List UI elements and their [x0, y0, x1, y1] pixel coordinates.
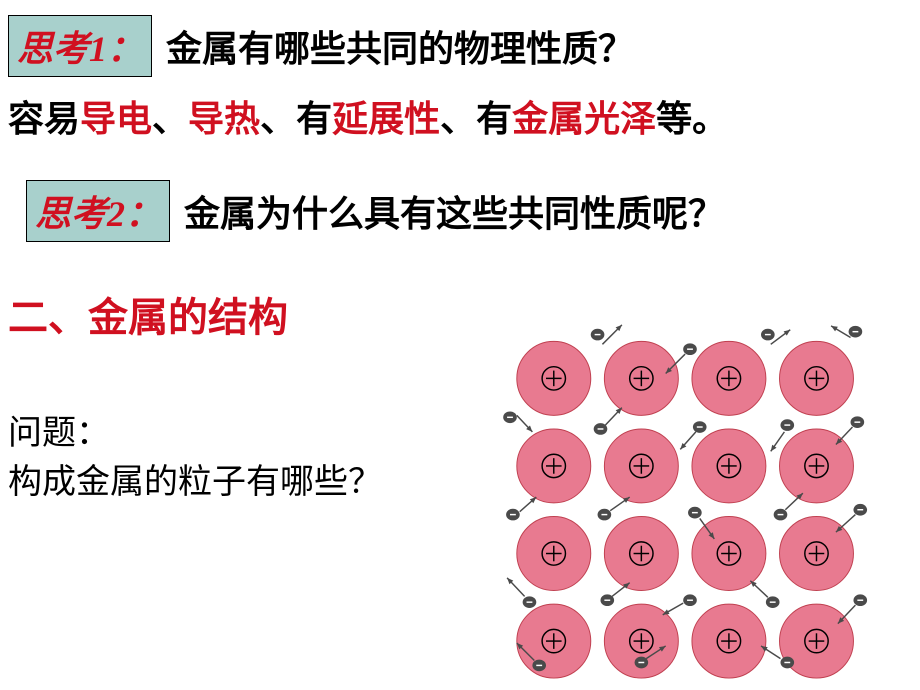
answer-p8: 金属光泽	[512, 99, 656, 139]
answer-p4: 导热	[188, 99, 260, 139]
answer-line: 容易导电、导热、有延展性、有金属光泽等。	[8, 90, 728, 142]
answer-p9: 等。	[656, 99, 728, 139]
problem-label: 问题：	[8, 405, 382, 454]
question2-text: 金属为什么具有这些共同性质呢？	[184, 185, 724, 237]
answer-p3: 、	[152, 99, 188, 139]
think1-row: 思考1： 金属有哪些共同的物理性质？	[8, 15, 634, 77]
answer-p6: 延展性	[332, 99, 440, 139]
think2-row: 思考2： 金属为什么具有这些共同性质呢？	[26, 180, 724, 242]
think1-label: 思考1：	[8, 15, 152, 77]
section-title: 二、金属的结构	[8, 285, 288, 343]
answer-p5: 、有	[260, 99, 332, 139]
think2-label: 思考2：	[26, 180, 170, 242]
question1-text: 金属有哪些共同的物理性质？	[166, 20, 634, 72]
diagram-svg	[490, 320, 890, 680]
metal-structure-diagram	[490, 320, 890, 680]
problem-block: 问题： 构成金属的粒子有哪些？	[8, 405, 382, 503]
problem-text: 构成金属的粒子有哪些？	[8, 454, 382, 503]
answer-p2: 导电	[80, 99, 152, 139]
answer-p7: 、有	[440, 99, 512, 139]
answer-p1: 容易	[8, 99, 80, 139]
